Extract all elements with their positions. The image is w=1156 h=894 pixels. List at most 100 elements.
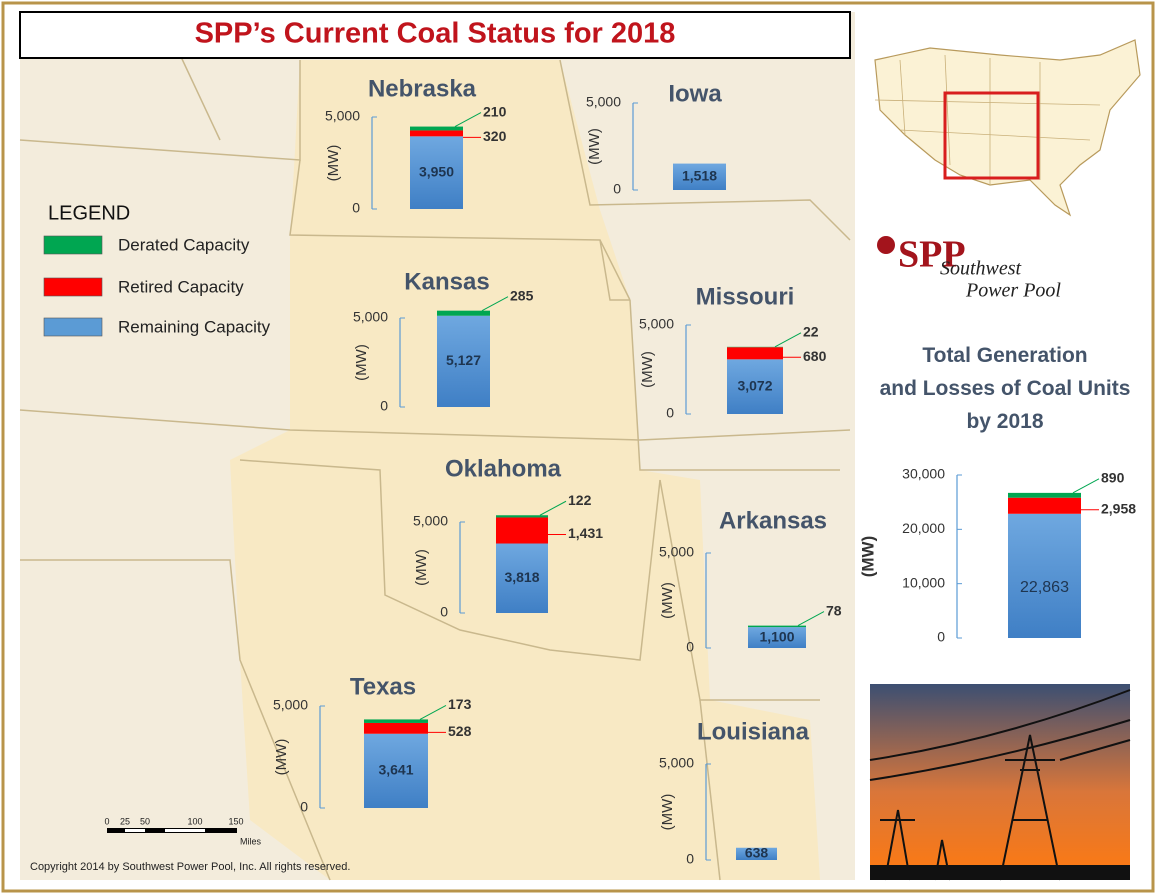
bar-segment (496, 517, 548, 544)
leader-line (539, 500, 567, 516)
chart-title: Kansas (404, 268, 489, 295)
y-tick-label: 0 (440, 604, 448, 620)
bar-segment (727, 347, 783, 360)
y-tick-label: 0 (937, 629, 945, 645)
bar-segment (364, 719, 428, 723)
y-axis-label: (MW) (413, 549, 430, 586)
us-map (874, 39, 1141, 217)
value-label: 5,127 (446, 352, 481, 368)
y-tick-label: 5,000 (586, 94, 621, 110)
y-tick-label: 0 (686, 851, 694, 867)
value-label: 78 (826, 602, 842, 618)
leader-line (797, 611, 825, 627)
bar-segment (748, 627, 806, 648)
bar-segment (736, 847, 777, 860)
bar-segment (410, 136, 463, 209)
legend: Derated Capacity Retired Capacity Remainin… (43, 235, 271, 337)
logo: SPP Southwest Power Pool (877, 234, 1061, 302)
y-tick-label: 5,000 (659, 755, 694, 771)
value-label: 1,431 (568, 525, 603, 541)
bar-segment (496, 515, 548, 518)
value-label: 173 (448, 696, 472, 712)
y-tick-label: 5,000 (659, 544, 694, 560)
y-tick-label: 5,000 (413, 513, 448, 529)
scale-labels: 0 25 50 100 150 Miles (104, 816, 261, 846)
value-label: 528 (448, 723, 472, 739)
value-label: 320 (483, 128, 507, 144)
bar-segment (437, 315, 490, 407)
leader-line (481, 296, 509, 312)
chart-title: Louisiana (697, 718, 810, 745)
y-tick-label: 5,000 (325, 108, 360, 124)
value-label: 22 (803, 324, 819, 340)
value-label: 285 (510, 287, 534, 303)
value-label: 638 (745, 845, 769, 861)
chart-title: Texas (350, 673, 416, 700)
leader-line (774, 332, 802, 348)
y-tick-label: 20,000 (902, 520, 945, 536)
chart-title: Arkansas (719, 507, 827, 534)
legend-label: Derated Capacity (118, 235, 250, 254)
chart-title: Oklahoma (445, 455, 562, 482)
bar-segment (364, 733, 428, 808)
scale-bar (107, 828, 237, 833)
y-tick-label: 0 (352, 200, 360, 216)
y-axis-label: (MW) (325, 145, 342, 182)
logo-line2: Power Pool (965, 280, 1061, 302)
value-label: 22,863 (1020, 579, 1069, 596)
legend-label: Remaining Capacity (118, 317, 271, 336)
bar-segment (1008, 492, 1081, 498)
bar-segment (410, 126, 463, 131)
legend-title: LEGEND (48, 202, 130, 224)
bar-segment (1008, 497, 1081, 514)
legend-swatch (43, 277, 103, 297)
chart-title: Nebraska (368, 75, 477, 102)
value-label: 122 (568, 492, 592, 508)
y-axis-label: (MW) (353, 344, 370, 381)
y-axis-label: (MW) (639, 351, 656, 388)
value-label: 680 (803, 348, 827, 364)
value-label: 3,072 (737, 377, 772, 393)
bar-segment (748, 625, 806, 628)
scale-label: 25 (120, 816, 130, 826)
y-tick-label: 0 (380, 398, 388, 414)
value-label: 890 (1101, 470, 1125, 486)
value-label: 3,818 (504, 569, 539, 585)
legend-label: Retired Capacity (118, 277, 244, 296)
y-tick-label: 5,000 (353, 309, 388, 325)
y-tick-label: 0 (613, 181, 621, 197)
bar-segment (364, 722, 428, 734)
bar-segment (410, 130, 463, 137)
logo-mark: SPP (898, 234, 966, 276)
value-label: 1,100 (759, 628, 794, 644)
y-tick-label: 0 (686, 639, 694, 655)
scale-label: 100 (187, 816, 202, 826)
photo (869, 684, 1131, 881)
bar-segment (1008, 513, 1081, 638)
bar-segment (673, 163, 726, 190)
bar-segment (496, 543, 548, 613)
logo-line1: Southwest (940, 258, 1022, 280)
y-tick-label: 5,000 (273, 697, 308, 713)
scale-label: 150 (228, 816, 243, 826)
y-tick-label: 30,000 (902, 466, 945, 482)
title-box (19, 11, 851, 59)
scale-label: 0 (104, 816, 109, 826)
leader-line (419, 704, 447, 720)
value-label: 2,958 (1101, 500, 1136, 516)
bar-segment (727, 359, 783, 414)
legend-swatch (43, 317, 103, 337)
chart-title: Iowa (668, 80, 722, 107)
scale-unit: Miles (240, 836, 262, 846)
leader-line (454, 112, 482, 128)
value-label: 210 (483, 103, 507, 119)
y-tick-label: 0 (300, 799, 308, 815)
y-axis-label: (MW) (273, 739, 290, 776)
y-tick-label: 10,000 (902, 574, 945, 590)
chart-title: Total Generation and Losses of Coal Units… (880, 344, 1131, 433)
y-axis-label: (MW) (659, 794, 676, 831)
leader-line (1072, 478, 1100, 494)
y-tick-label: 0 (666, 405, 674, 421)
y-axis-label: (MW) (659, 582, 676, 619)
